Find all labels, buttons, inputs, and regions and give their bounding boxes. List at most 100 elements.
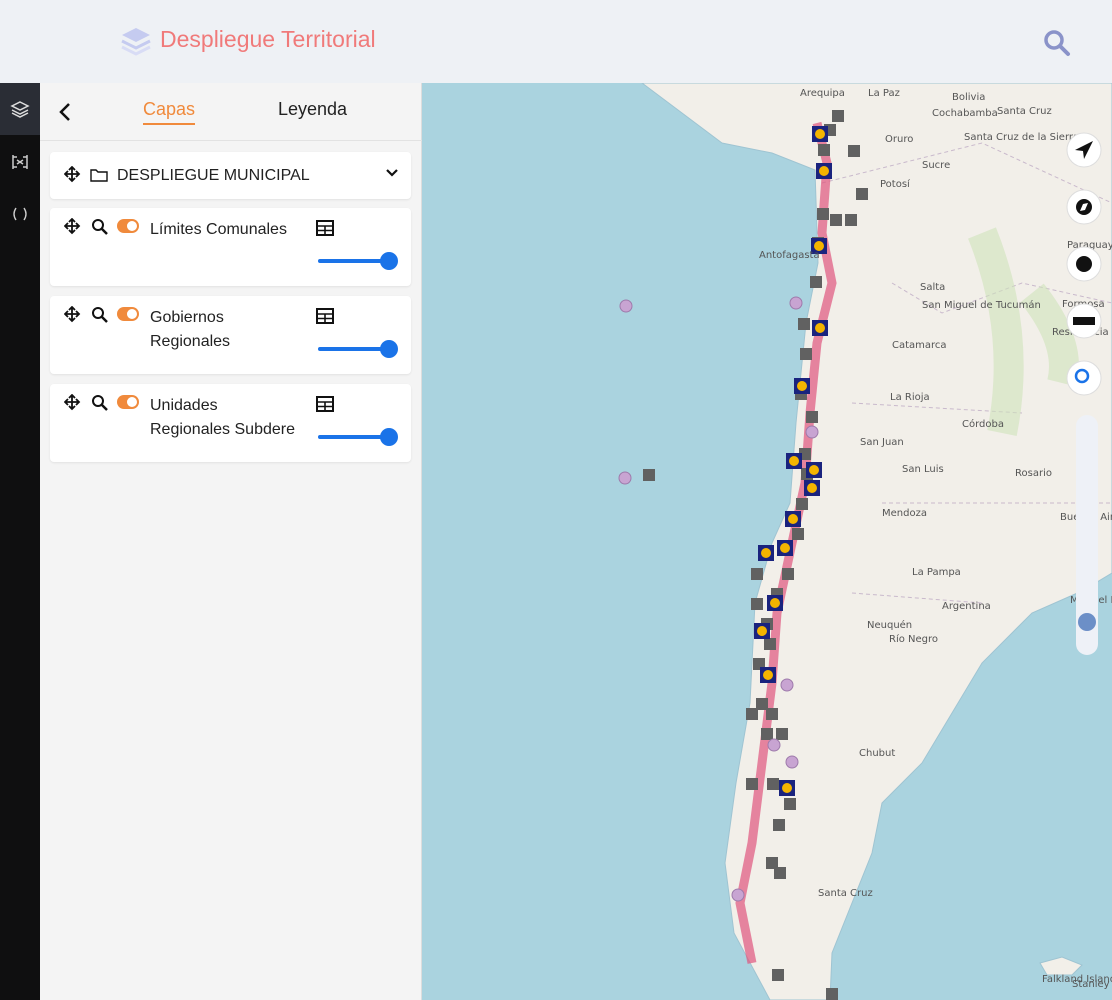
layers-panel: Capas Leyenda DESPLIEGUE MUNICIPAL Límit… <box>40 83 422 1000</box>
group-icons <box>64 166 108 183</box>
layer-tools[interactable] <box>64 306 110 324</box>
map-label: Santa Cruz <box>818 888 873 899</box>
office-marker-dot <box>782 783 792 793</box>
attribute-table[interactable] <box>316 396 334 412</box>
attribute-table[interactable] <box>316 220 334 236</box>
map-label: San Luis <box>902 464 944 475</box>
layers-button[interactable] <box>10 100 30 118</box>
marker <box>766 708 778 720</box>
marker <box>751 598 763 610</box>
map-label: Mendoza <box>882 508 927 519</box>
map-label: Sucre <box>922 160 950 171</box>
opacity-slider[interactable] <box>318 252 398 270</box>
map-label: Oruro <box>885 134 913 145</box>
map-label: Catamarca <box>892 340 947 351</box>
office-marker-dot <box>770 598 780 608</box>
marker <box>643 469 655 481</box>
map-label: Santa Cruz <box>997 106 1052 117</box>
tab-capas[interactable]: Capas <box>143 99 196 125</box>
layer-toggle[interactable] <box>117 307 139 321</box>
opacity-slider[interactable] <box>318 340 398 358</box>
layer-toggle[interactable] <box>117 395 139 409</box>
marker <box>756 698 768 710</box>
opacity-slider[interactable] <box>318 428 398 446</box>
office-marker-dot <box>757 626 767 636</box>
marker <box>798 318 810 330</box>
map-label: Paraguay <box>1067 240 1112 251</box>
header: Despliegue Territorial <box>0 0 1112 83</box>
map-label: San Miguel de Tucumán <box>922 299 1041 311</box>
search-button[interactable] <box>1043 29 1071 57</box>
tools-button[interactable] <box>10 153 30 171</box>
marker <box>767 778 779 790</box>
marker <box>856 188 868 200</box>
tab-leyenda[interactable]: Leyenda <box>278 99 348 119</box>
marker <box>845 214 857 226</box>
vegetation <box>968 227 1079 436</box>
marker <box>782 568 794 580</box>
map-label: Salta <box>920 282 945 293</box>
layer-tools[interactable] <box>64 218 110 236</box>
map-label: Stanley <box>1072 979 1110 990</box>
attribute-table[interactable] <box>316 308 334 324</box>
group-card: DESPLIEGUE MUNICIPAL <box>50 152 411 199</box>
map-label: Arequipa <box>800 88 845 99</box>
back-button[interactable] <box>58 102 72 122</box>
zoom-knob[interactable] <box>1078 613 1096 631</box>
layer-card: Unidades Regionales Subdere <box>50 384 411 462</box>
group-expand[interactable] <box>385 168 399 178</box>
layer-card: Límites Comunales <box>50 208 411 286</box>
map-label: La Rioja <box>890 392 930 403</box>
marker <box>766 857 778 869</box>
marker <box>818 144 830 156</box>
layer-name: Unidades Regionales Subdere <box>150 397 295 438</box>
map-label: Chubut <box>859 748 895 759</box>
marker <box>796 498 808 510</box>
marker <box>800 348 812 360</box>
zoom-icon <box>1074 368 1090 384</box>
office-marker-dot <box>780 543 790 553</box>
layer-card: Gobiernos Regionales <box>50 296 411 374</box>
zoom-track <box>1076 415 1098 655</box>
map-label: Neuquén <box>867 619 912 631</box>
office-marker-dot <box>788 514 798 524</box>
office-marker-dot <box>761 548 771 558</box>
office-marker-dot <box>809 465 819 475</box>
code-button[interactable] <box>10 205 30 223</box>
marker-point <box>780 678 794 692</box>
marker <box>830 214 842 226</box>
map-label: Santa Cruz de la Sierra <box>964 132 1079 143</box>
office-marker-dot <box>789 456 799 466</box>
map-control[interactable] <box>1066 360 1102 396</box>
layer-toggle[interactable] <box>117 219 139 233</box>
map-label: Falkland Islands <box>1042 974 1112 985</box>
marker-point <box>618 471 632 485</box>
marker <box>774 867 786 879</box>
borders <box>821 142 1112 604</box>
rail-active <box>0 83 40 135</box>
marker <box>746 778 758 790</box>
side-rail <box>0 83 40 1000</box>
marker-point <box>731 888 745 902</box>
marker <box>832 110 844 122</box>
office-marker-dot <box>814 241 824 251</box>
logo-icon <box>121 28 151 56</box>
app-title: Despliegue Territorial <box>160 26 376 52</box>
locate-icon <box>1075 141 1093 159</box>
marker <box>817 208 829 220</box>
office-marker-dot <box>819 166 829 176</box>
island <box>1039 956 1083 976</box>
office-marker-dot <box>763 670 773 680</box>
marker <box>773 819 785 831</box>
globe-icon <box>1076 256 1092 272</box>
layer-name: Gobiernos Regionales <box>150 309 231 350</box>
marker-point <box>805 425 819 439</box>
layer-tools[interactable] <box>64 394 110 412</box>
office-marker-dot <box>815 323 825 333</box>
marker <box>784 798 796 810</box>
office-marker-dot <box>797 381 807 391</box>
map-label: La Pampa <box>912 567 961 578</box>
marker <box>746 708 758 720</box>
marker <box>792 528 804 540</box>
